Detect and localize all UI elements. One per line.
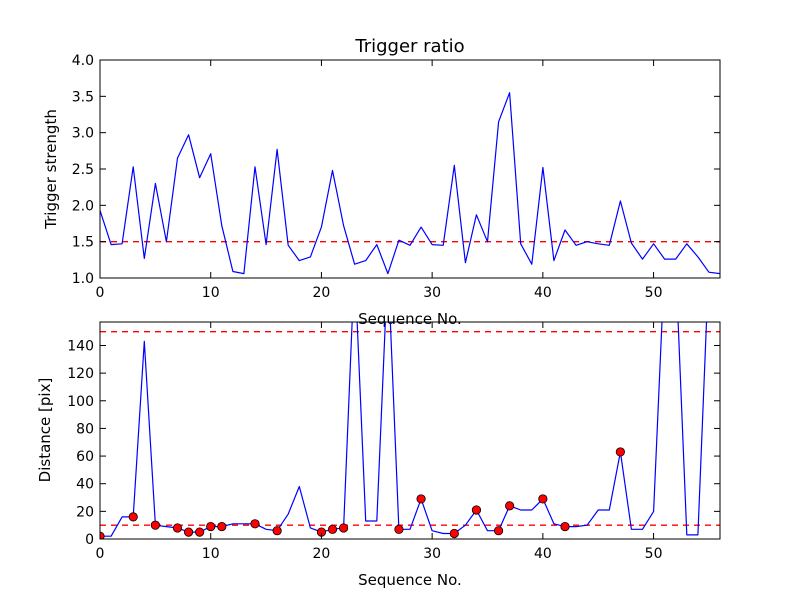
plot-area: 0 10 20 30 40 50 0 20 40 60 80 100 120 140 [67, 321, 721, 562]
chart-title: Trigger ratio [354, 36, 464, 57]
y-tick-label: 60 [76, 449, 94, 465]
x-tick-label: 30 [423, 285, 441, 301]
data-point-marker [206, 521, 216, 532]
x-tick-label: 0 [96, 546, 105, 562]
x-tick-label: 0 [96, 285, 105, 301]
y-tick-label: 1.5 [72, 235, 94, 251]
x-tick-label: 20 [313, 546, 331, 562]
data-point-marker [471, 505, 482, 515]
data-point-marker [538, 494, 548, 504]
plot-content [100, 92, 720, 275]
data-point-marker [327, 524, 338, 534]
data-point-marker [615, 447, 625, 457]
y-tick-label: 140 [67, 338, 94, 354]
data-point-marker [195, 527, 205, 537]
data-point-marker [338, 523, 349, 533]
x-tick-label: 50 [645, 546, 663, 562]
data-point-marker [250, 519, 260, 529]
y-axis-label: Trigger strength [42, 109, 60, 230]
y-tick-label: 20 [76, 504, 94, 520]
data-point-marker [128, 512, 138, 522]
data-point-marker [272, 526, 282, 536]
y-tick-label: 4.0 [72, 53, 94, 69]
data-point-marker [217, 521, 227, 532]
data-point-marker [172, 523, 183, 533]
x-tick-label: 40 [534, 285, 552, 301]
y-tick-label: 1.0 [72, 271, 94, 287]
x-axis-label: Sequence No. [358, 571, 462, 589]
x-tick-label: 10 [202, 285, 220, 301]
plot-content [100, 322, 720, 539]
data-point-marker [493, 526, 504, 536]
data-point-marker [449, 528, 459, 539]
distance-chart: Sequence No. Distance [pix] 0 10 20 30 40 500… [36, 321, 721, 589]
data-point-marker [150, 520, 160, 530]
y-tick-label: 2.0 [72, 198, 94, 214]
series-line-0 [100, 92, 720, 275]
y-tick-label: 40 [76, 477, 94, 493]
y-axis-label: Distance [pix] [36, 378, 54, 483]
y-tick-label: 2.5 [72, 162, 94, 178]
x-tick-label: 10 [202, 546, 220, 562]
y-tick-label: 0 [85, 532, 94, 548]
y-tick-label: 100 [67, 394, 94, 410]
x-tick-label: 20 [313, 285, 331, 301]
y-tick-label: 120 [67, 366, 94, 382]
y-tick-label: 3.0 [72, 126, 94, 142]
data-point-marker [505, 501, 515, 511]
plot-area: 0 10 20 30 40 50 1.0 1.5 2.0 2.5 3.0 3.5 4.0 [72, 53, 721, 301]
data-point-marker [394, 524, 404, 534]
trigger-ratio-chart: Trigger ratio Sequence No. Trigger stren… [42, 36, 721, 328]
data-point-marker [183, 527, 194, 537]
x-tick-label: 40 [534, 546, 552, 562]
x-tick-label: 30 [423, 546, 441, 562]
y-tick-label: 80 [76, 421, 94, 437]
y-tick-label: 3.5 [72, 89, 94, 105]
data-point-marker [560, 521, 570, 532]
x-tick-label: 50 [645, 285, 663, 301]
data-point-marker [416, 494, 426, 504]
x-axis-label: Sequence No. [358, 310, 462, 328]
plot-frame [99, 321, 721, 540]
